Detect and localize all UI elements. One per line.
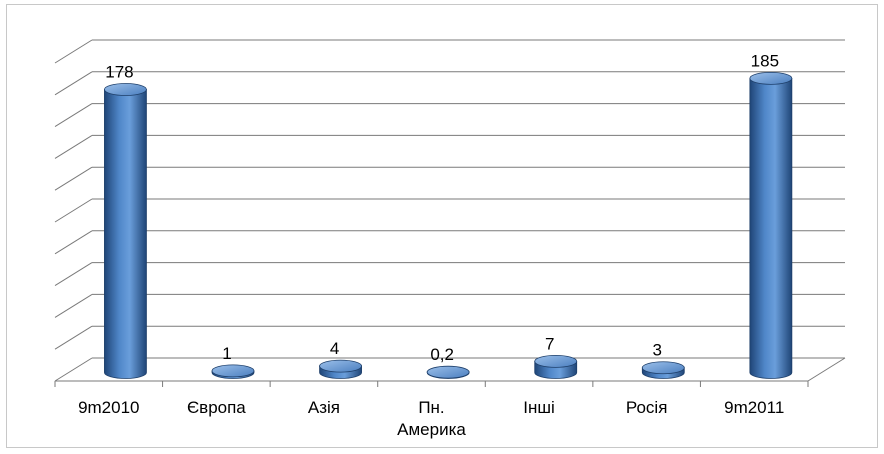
side-wall-line	[54, 357, 93, 382]
category-label: Інші	[523, 398, 555, 417]
bar	[426, 365, 470, 379]
category-label: 9m2010	[78, 398, 139, 417]
side-wall-line	[54, 230, 93, 255]
bar-cap	[319, 359, 362, 373]
bar-body	[749, 77, 793, 379]
bar	[104, 83, 147, 379]
value-label: 7	[545, 334, 554, 353]
category-label: Європа	[187, 398, 246, 417]
bar	[534, 354, 578, 379]
side-wall-line	[54, 166, 93, 191]
bar	[749, 71, 793, 379]
floor-right-edge	[807, 357, 846, 382]
value-label: 4	[330, 339, 339, 358]
category-label: Азія	[308, 398, 340, 417]
category-label: Пн.	[418, 398, 444, 417]
side-wall-line	[54, 103, 93, 128]
side-wall-line	[54, 262, 93, 287]
bar-cap	[534, 354, 578, 368]
bar	[319, 359, 362, 379]
side-wall-line	[54, 293, 93, 318]
bar-cap	[426, 365, 470, 379]
side-wall-line	[54, 134, 93, 159]
category-label: Америка	[397, 420, 466, 439]
side-wall-line	[54, 39, 93, 64]
side-wall-line	[54, 325, 93, 350]
bar	[211, 364, 255, 379]
bar-body	[104, 89, 147, 379]
value-label: 1	[222, 344, 231, 363]
labels-layer: 178 9m2010 1 Європа 4 Азія 0,2 Пн. Америка 7 Інші 3…	[78, 51, 784, 439]
value-label: 0,2	[430, 345, 454, 364]
bars-layer	[104, 71, 793, 379]
value-label: 185	[751, 51, 779, 70]
grid-layer	[54, 39, 846, 387]
category-label: Росія	[626, 398, 668, 417]
value-label: 3	[653, 341, 662, 360]
category-label: 9m2011	[724, 398, 784, 417]
side-wall-line	[54, 71, 93, 96]
bar-cap	[104, 83, 147, 96]
bar-cap	[749, 71, 793, 85]
value-label: 178	[105, 62, 133, 81]
side-wall-line	[54, 198, 93, 223]
bar-cap	[211, 364, 255, 378]
bar	[641, 361, 685, 379]
bar-cap	[641, 361, 685, 375]
